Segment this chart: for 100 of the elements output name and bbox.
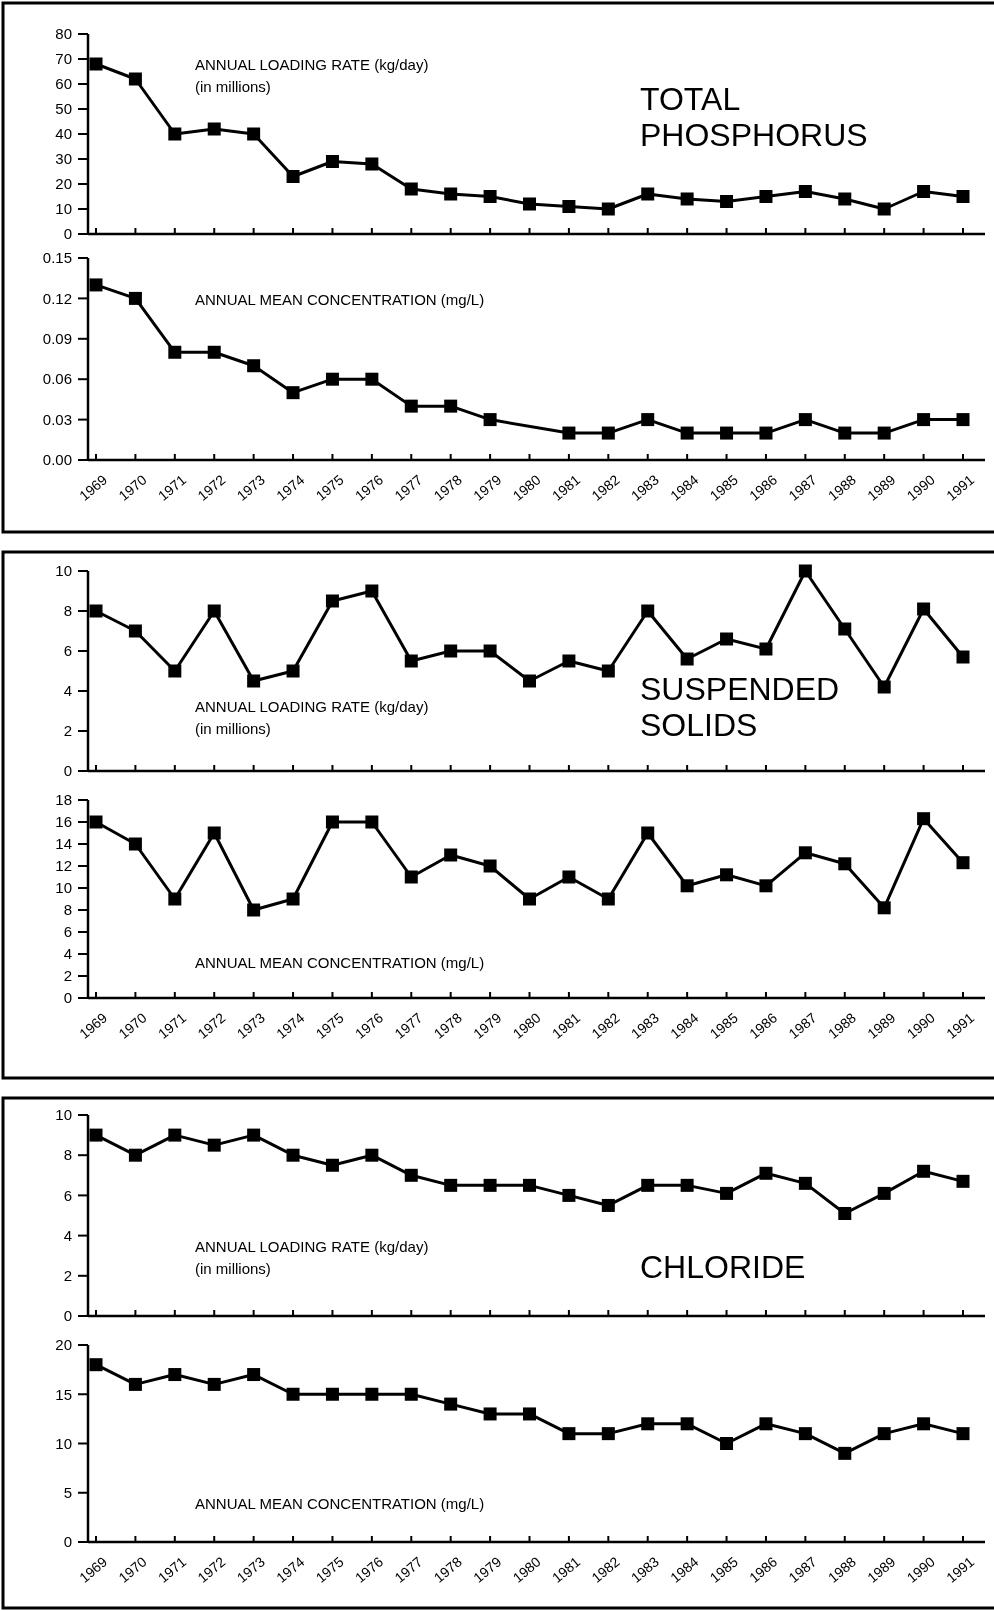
point bbox=[365, 1387, 379, 1401]
point bbox=[404, 399, 418, 413]
y-tick-label: 0 bbox=[63, 225, 72, 243]
point bbox=[286, 386, 300, 400]
point bbox=[89, 604, 103, 618]
point bbox=[325, 155, 339, 168]
y-tick-label: 0.00 bbox=[42, 451, 72, 469]
y-tick-label: 12 bbox=[55, 857, 72, 875]
point bbox=[207, 604, 221, 618]
point bbox=[562, 1427, 576, 1441]
point bbox=[523, 1407, 536, 1421]
annotation: (in millions) bbox=[195, 78, 271, 95]
point bbox=[562, 870, 576, 884]
point bbox=[838, 622, 852, 636]
y-tick-label: 0 bbox=[63, 989, 72, 1007]
point bbox=[128, 837, 142, 851]
point bbox=[838, 426, 852, 440]
point bbox=[444, 848, 458, 862]
point bbox=[956, 856, 970, 870]
point bbox=[680, 652, 694, 666]
point bbox=[483, 644, 497, 658]
point bbox=[247, 359, 261, 373]
annotation: ANNUAL LOADING RATE (kg/day) bbox=[195, 56, 429, 73]
point bbox=[798, 185, 812, 198]
point bbox=[168, 1128, 182, 1142]
point bbox=[89, 278, 103, 292]
point bbox=[917, 185, 931, 198]
annotation: ANNUAL MEAN CONCENTRATION (mg/L) bbox=[195, 291, 485, 308]
point bbox=[601, 892, 615, 906]
point bbox=[838, 192, 852, 206]
y-tick-label: 10 bbox=[55, 879, 72, 897]
point bbox=[128, 72, 142, 86]
point bbox=[247, 1368, 261, 1382]
point bbox=[286, 1387, 300, 1401]
point bbox=[641, 1417, 655, 1431]
point bbox=[483, 1407, 497, 1421]
point bbox=[720, 1186, 734, 1200]
point bbox=[444, 1178, 458, 1192]
point bbox=[562, 1188, 576, 1202]
point bbox=[641, 1178, 655, 1192]
point bbox=[680, 192, 694, 206]
point bbox=[601, 1427, 615, 1441]
annotation: ANNUAL LOADING RATE (kg/day) bbox=[195, 1238, 429, 1255]
point bbox=[917, 413, 931, 427]
y-tick-label: 0 bbox=[63, 1533, 72, 1551]
point bbox=[365, 157, 379, 171]
point bbox=[601, 1198, 615, 1212]
y-tick-label: 0 bbox=[63, 762, 72, 780]
y-tick-label: 20 bbox=[55, 175, 72, 193]
point bbox=[877, 426, 891, 440]
y-tick-label: 0.06 bbox=[42, 370, 72, 388]
point bbox=[325, 1387, 339, 1401]
y-tick-label: 0.12 bbox=[42, 289, 72, 307]
point bbox=[483, 859, 497, 873]
y-tick-label: 50 bbox=[55, 100, 72, 118]
point bbox=[325, 1158, 339, 1172]
y-tick-label: 15 bbox=[55, 1385, 72, 1403]
point bbox=[404, 182, 418, 196]
y-tick-label: 8 bbox=[63, 901, 72, 919]
annotation: ANNUAL LOADING RATE (kg/day) bbox=[195, 698, 429, 715]
point bbox=[759, 190, 773, 203]
y-tick-label: 0.15 bbox=[42, 249, 72, 267]
y-tick-label: 20 bbox=[55, 1336, 72, 1354]
point bbox=[956, 1174, 970, 1188]
y-tick-label: 2 bbox=[63, 967, 72, 985]
point bbox=[877, 1427, 891, 1441]
point bbox=[798, 1176, 812, 1190]
point bbox=[325, 594, 339, 608]
point bbox=[365, 372, 379, 386]
point bbox=[168, 892, 182, 906]
point bbox=[286, 1148, 300, 1162]
y-tick-label: 14 bbox=[55, 835, 72, 853]
point bbox=[523, 197, 536, 211]
point bbox=[128, 1148, 142, 1162]
y-tick-label: 80 bbox=[55, 25, 72, 43]
point bbox=[641, 604, 655, 618]
point bbox=[720, 1437, 734, 1450]
point bbox=[759, 1417, 773, 1431]
point bbox=[128, 624, 142, 638]
y-tick-label: 2 bbox=[63, 1267, 72, 1285]
text: SUSPENDED SOLIDS bbox=[640, 671, 840, 743]
point bbox=[720, 868, 734, 882]
point bbox=[838, 857, 852, 871]
point bbox=[917, 812, 931, 826]
point bbox=[877, 1186, 891, 1200]
point bbox=[759, 642, 773, 656]
point bbox=[483, 190, 497, 203]
point bbox=[838, 1446, 852, 1460]
point bbox=[877, 680, 891, 694]
point bbox=[562, 200, 576, 213]
point bbox=[247, 1128, 261, 1142]
point bbox=[325, 815, 339, 829]
point bbox=[444, 399, 458, 413]
y-tick-label: 0.09 bbox=[42, 330, 72, 348]
y-tick-label: 10 bbox=[55, 562, 72, 580]
y-tick-label: 6 bbox=[63, 1186, 72, 1204]
point bbox=[444, 187, 458, 201]
y-tick-label: 10 bbox=[55, 200, 72, 218]
point bbox=[207, 122, 221, 136]
point bbox=[523, 892, 536, 906]
